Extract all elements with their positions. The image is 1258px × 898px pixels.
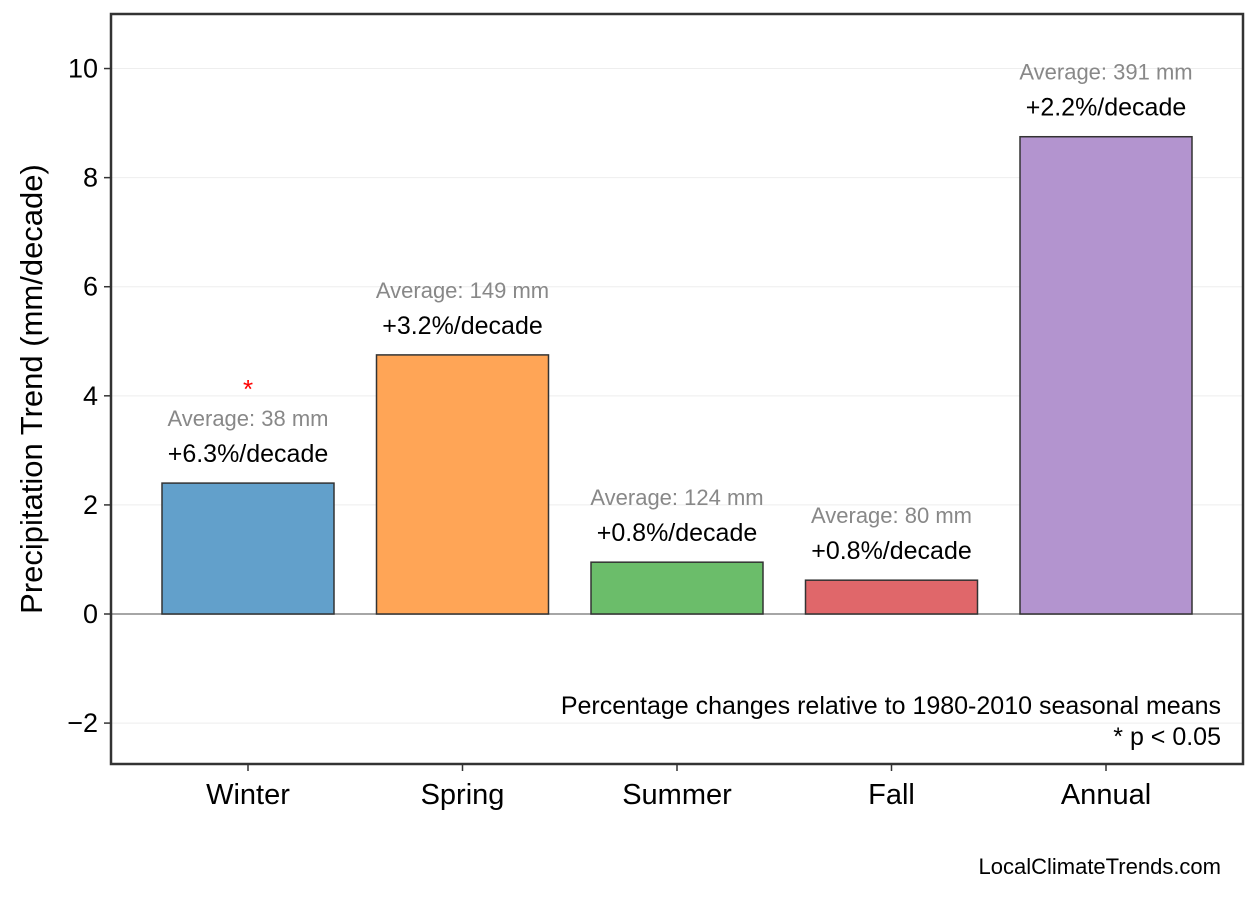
x-tick-label-fall: Fall [868, 779, 915, 811]
pct-label-summer: +0.8%/decade [597, 519, 758, 547]
x-tick-label-summer: Summer [622, 779, 732, 811]
avg-label-annual: Average: 391 mm [1019, 60, 1192, 85]
y-tick-label: 4 [83, 381, 98, 411]
bar-winter [161, 482, 335, 615]
pct-label-spring: +3.2%/decade [382, 312, 543, 340]
bar-spring [375, 354, 550, 615]
bar-fall [804, 579, 979, 615]
y-tick-label: 8 [83, 163, 98, 193]
avg-label-winter: Average: 38 mm [167, 406, 328, 431]
y-tick-label: −2 [67, 708, 98, 738]
y-axis-label: Precipitation Trend (mm/decade) [14, 164, 49, 614]
avg-label-fall: Average: 80 mm [811, 503, 972, 528]
x-tick-label-annual: Annual [1061, 779, 1151, 811]
source-credit: LocalClimateTrends.com [979, 854, 1222, 879]
pct-label-annual: +2.2%/decade [1026, 94, 1187, 122]
x-axis-ticks: Winter Spring Summer Fall Annual [206, 764, 1151, 811]
pct-label-fall: +0.8%/decade [811, 537, 972, 565]
avg-label-spring: Average: 149 mm [376, 278, 549, 303]
x-tick-label-winter: Winter [206, 779, 290, 811]
avg-label-summer: Average: 124 mm [590, 485, 763, 510]
annotation-line-1: Percentage changes relative to 1980-2010… [561, 692, 1221, 720]
y-tick-label: 0 [83, 599, 98, 629]
y-tick-label: 6 [83, 272, 98, 302]
significance-marker: * [243, 374, 253, 404]
bar-summer [590, 561, 764, 615]
bar-annual [1019, 135, 1193, 615]
x-tick-label-spring: Spring [421, 779, 505, 811]
y-tick-label: 10 [68, 54, 98, 84]
annotation-line-2: * p < 0.05 [1113, 723, 1221, 751]
bar-labels: +6.3%/decade Average: 38 mm* +3.2%/decade A… [167, 60, 1192, 565]
pct-label-winter: +6.3%/decade [168, 440, 329, 468]
y-tick-label: 2 [83, 490, 98, 520]
y-axis-ticks: −2 0 2 4 6 8 10 [67, 54, 111, 738]
bars [161, 135, 1193, 615]
